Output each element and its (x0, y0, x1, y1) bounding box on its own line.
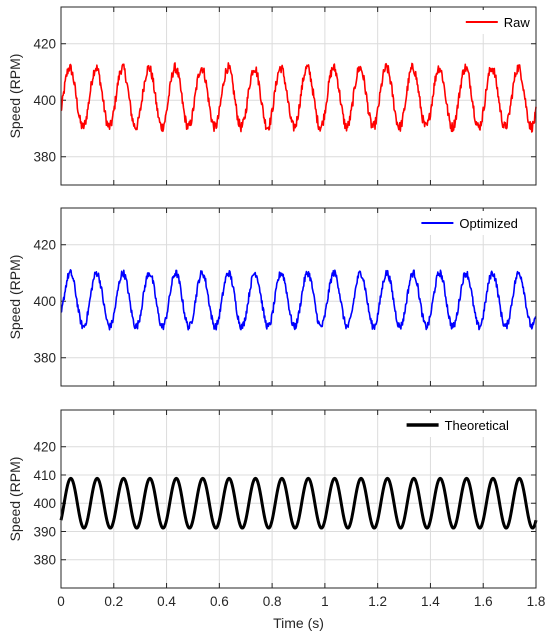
y-axis-label: Speed (RPM) (7, 54, 23, 139)
y-tick-label: 400 (33, 93, 56, 108)
chart-panel-2: 380 400 420 Optimized Speed (RPM) (7, 207, 537, 387)
x-tick-label: 0.8 (263, 594, 282, 609)
x-tick-label: 0.4 (157, 594, 176, 609)
legend-label: Raw (504, 15, 531, 30)
series-line-raw (60, 62, 537, 133)
y-tick-label: 390 (33, 524, 56, 539)
x-tick-label: 0 (57, 594, 65, 609)
y-tick-label: 380 (33, 553, 56, 568)
x-tick-label: 1.8 (527, 594, 546, 609)
y-tick-label: 420 (33, 37, 56, 52)
y-tick-label: 420 (33, 238, 56, 253)
x-tick-label: 1.2 (368, 594, 387, 609)
chart-panel-3: 380 390 400 410 420 0 0.2 0.4 0.6 0.8 1 1.2 1.4 1.6 1.… (7, 409, 546, 631)
series-line-theoretical (59, 476, 538, 530)
legend-label: Optimized (459, 216, 518, 231)
x-tick-label: 1.6 (474, 594, 493, 609)
x-axis-label: Time (s) (273, 615, 324, 631)
legend-label: Theoretical (445, 418, 509, 433)
plot-frame (60, 409, 537, 589)
series-line-optimized (60, 269, 537, 331)
y-axis-label: Speed (RPM) (7, 255, 23, 340)
plot-frame (60, 207, 537, 387)
x-tick-label: 1 (321, 594, 329, 609)
y-tick-label: 400 (33, 496, 56, 511)
x-tick-label: 0.2 (104, 594, 123, 609)
y-tick-label: 400 (33, 294, 56, 309)
y-tick-label: 380 (33, 150, 56, 165)
x-tick-label: 0.6 (210, 594, 229, 609)
chart-panel-1: 380 400 420 Raw Speed (RPM) (7, 6, 537, 186)
y-tick-label: 380 (33, 351, 56, 366)
y-tick-label: 420 (33, 440, 56, 455)
y-axis-label: Speed (RPM) (7, 457, 23, 542)
x-tick-label: 1.4 (421, 594, 440, 609)
plot-frame (60, 6, 537, 186)
y-tick-label: 410 (33, 468, 56, 483)
